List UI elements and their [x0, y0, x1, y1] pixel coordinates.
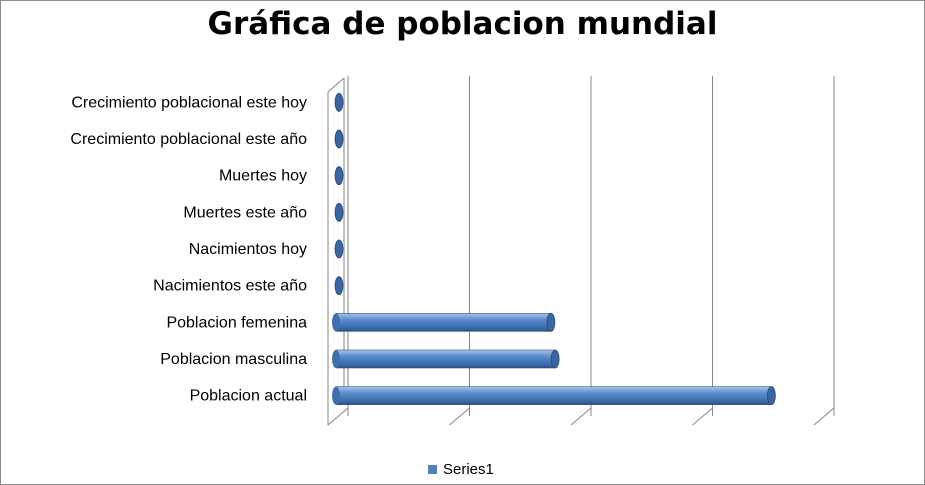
- legend-label: Series1: [443, 460, 494, 478]
- chart-title: Gráfica de poblacion mundial: [207, 6, 718, 42]
- left-wall-top: [327, 77, 345, 93]
- chart-bar: [334, 276, 344, 296]
- category-label: Nacimientos este año: [153, 278, 307, 295]
- floor-tick: [692, 407, 713, 426]
- chart-bar: [334, 239, 344, 259]
- chart-bar: [334, 202, 344, 222]
- bar-end-cap: [550, 349, 560, 369]
- bar-end-cap: [334, 129, 344, 149]
- category-label: Poblacion femenina: [166, 314, 307, 331]
- chart-bar: [332, 312, 556, 332]
- floor-tick: [327, 407, 349, 426]
- chart-bar: [332, 386, 776, 406]
- legend-swatch: [428, 464, 437, 474]
- bar-end-cap: [767, 386, 776, 406]
- bar-body: [335, 386, 772, 405]
- bar-end-cap: [334, 166, 344, 186]
- category-label: Crecimiento poblacional este año: [70, 131, 307, 148]
- bar-end-cap: [334, 202, 344, 222]
- category-label: Muertes hoy: [219, 168, 307, 185]
- chart-bar: [334, 92, 344, 112]
- category-label: Muertes este año: [183, 204, 307, 221]
- chart-bar: [334, 129, 344, 149]
- bar-start-cap: [332, 386, 340, 405]
- bar-body: [335, 313, 552, 332]
- category-label: Poblacion masculina: [160, 351, 307, 368]
- bar-start-cap: [332, 313, 340, 332]
- bar-start-cap: [332, 350, 340, 368]
- bar-end-cap: [334, 276, 344, 296]
- chart-bar: [334, 166, 344, 186]
- floor-tick: [813, 407, 835, 426]
- bar-end-cap: [546, 312, 556, 332]
- category-label: Poblacion actual: [190, 388, 307, 405]
- bar-body: [335, 349, 556, 369]
- bar-end-cap: [334, 92, 344, 112]
- chart-legend: Series1: [428, 459, 494, 479]
- floor-tick: [570, 407, 592, 426]
- category-label: Crecimiento poblacional este hoy: [71, 94, 307, 111]
- bar-end-cap: [334, 239, 344, 259]
- floor-tick: [449, 407, 470, 426]
- category-label: Nacimientos hoy: [189, 241, 307, 258]
- chart-bar: [332, 349, 560, 369]
